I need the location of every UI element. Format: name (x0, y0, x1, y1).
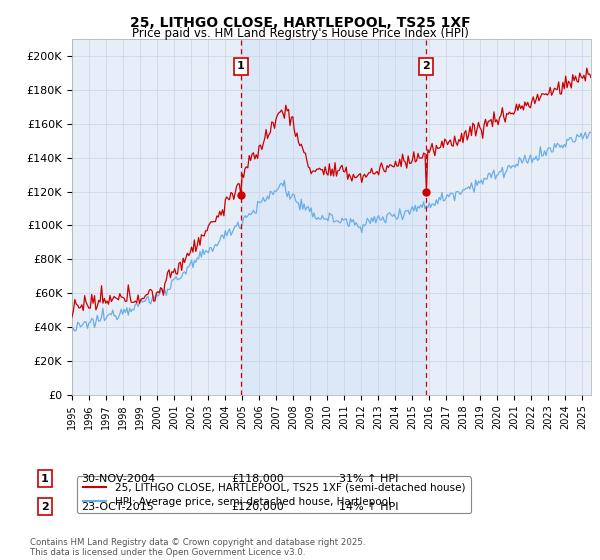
Bar (241, 39, 426, 395)
Text: £120,000: £120,000 (231, 502, 284, 512)
Text: 2: 2 (41, 502, 49, 512)
Text: 1: 1 (41, 474, 49, 484)
Text: 30-NOV-2004: 30-NOV-2004 (81, 474, 155, 484)
Legend: 25, LITHGO CLOSE, HARTLEPOOL, TS25 1XF (semi-detached house), HPI: Average price: 25, LITHGO CLOSE, HARTLEPOOL, TS25 1XF (… (77, 477, 472, 513)
Text: 2: 2 (422, 61, 430, 71)
Text: 1: 1 (237, 61, 245, 71)
Text: Price paid vs. HM Land Registry's House Price Index (HPI): Price paid vs. HM Land Registry's House … (131, 27, 469, 40)
Text: 31% ↑ HPI: 31% ↑ HPI (339, 474, 398, 484)
Text: 25, LITHGO CLOSE, HARTLEPOOL, TS25 1XF: 25, LITHGO CLOSE, HARTLEPOOL, TS25 1XF (130, 16, 470, 30)
Text: Contains HM Land Registry data © Crown copyright and database right 2025.
This d: Contains HM Land Registry data © Crown c… (30, 538, 365, 557)
Text: £118,000: £118,000 (231, 474, 284, 484)
Text: 14% ↑ HPI: 14% ↑ HPI (339, 502, 398, 512)
Text: 23-OCT-2015: 23-OCT-2015 (81, 502, 154, 512)
